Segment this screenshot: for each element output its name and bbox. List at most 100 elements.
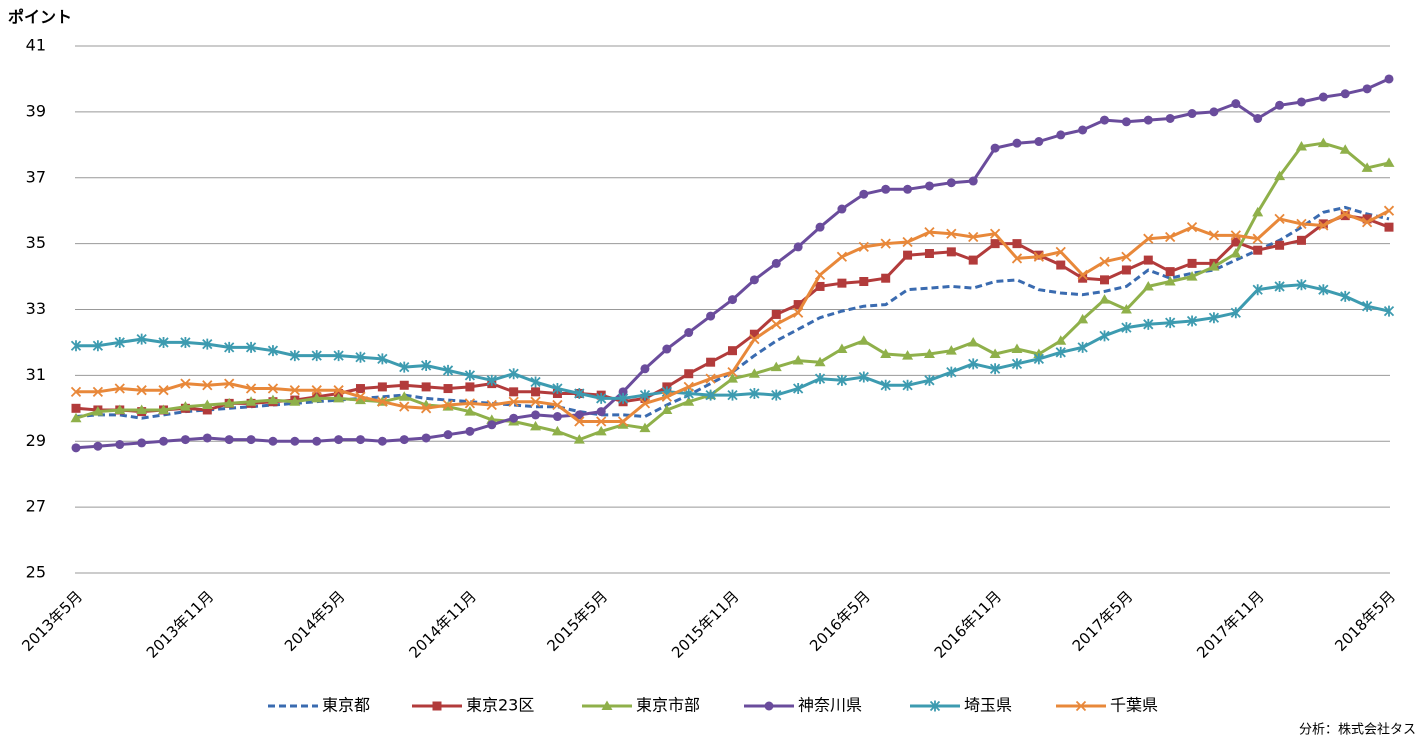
data-point (596, 416, 607, 427)
data-point (443, 430, 453, 440)
data-point (814, 356, 826, 367)
data-point (377, 382, 387, 392)
data-point (245, 396, 257, 406)
data-point (1165, 113, 1175, 123)
legend-label: 千葉県 (1110, 696, 1158, 715)
data-point (1143, 115, 1153, 125)
data-point (727, 389, 738, 401)
data-point (1077, 313, 1089, 324)
data-point (1274, 213, 1285, 225)
data-point (530, 376, 541, 388)
data-point (748, 368, 760, 378)
data-point (158, 404, 170, 414)
data-point (377, 396, 388, 407)
data-point (333, 385, 344, 396)
data-point (71, 443, 81, 453)
source-note: 分析：株式会社タス (1299, 722, 1416, 738)
data-point (399, 380, 409, 390)
data-point (551, 425, 563, 436)
data-point (1340, 89, 1350, 99)
x-tick-label: 2016年11月 (931, 587, 1005, 661)
x-tick-label: 2014年11月 (405, 587, 479, 661)
data-point (1056, 130, 1066, 140)
data-point (486, 399, 497, 411)
data-point (881, 273, 891, 283)
data-point (1275, 240, 1285, 250)
data-point (552, 399, 563, 411)
data-point (1055, 346, 1066, 358)
data-point (1034, 137, 1044, 147)
data-point (880, 238, 891, 249)
data-point (1033, 251, 1045, 262)
data-point (1340, 290, 1351, 302)
data-point (245, 341, 257, 353)
data-point (595, 425, 607, 436)
data-point (837, 204, 847, 214)
data-point (70, 412, 82, 423)
data-point (421, 382, 431, 392)
data-point (202, 338, 213, 350)
data-point (202, 380, 213, 391)
data-point (158, 336, 169, 348)
data-point (923, 348, 935, 358)
data-point (1078, 125, 1088, 135)
data-point (1318, 92, 1328, 102)
data-point (354, 394, 366, 405)
y-tick-label: 35 (26, 233, 46, 252)
data-point (334, 435, 344, 445)
data-point (531, 387, 541, 397)
data-point (1012, 138, 1022, 148)
data-point (377, 353, 388, 365)
data-point (245, 383, 257, 394)
data-point (1296, 279, 1307, 291)
data-point (333, 350, 344, 362)
legend-label: 東京都 (322, 696, 370, 715)
data-point (1208, 230, 1220, 241)
data-point (924, 374, 935, 386)
data-point (509, 387, 519, 397)
data-point (1143, 255, 1153, 265)
data-point (290, 436, 300, 446)
legend-label: 東京市部 (636, 696, 700, 715)
data-point (201, 399, 213, 410)
x-tick-label: 2016年5月 (806, 587, 874, 655)
legend-label: 埼玉県 (964, 696, 1012, 715)
data-point (1055, 335, 1067, 345)
data-point (1077, 341, 1088, 353)
data-point (311, 385, 322, 396)
data-point (880, 348, 892, 358)
data-point (180, 435, 190, 445)
data-point (1296, 235, 1306, 245)
data-point (618, 387, 628, 397)
data-point (1361, 162, 1373, 172)
data-point (1143, 233, 1154, 244)
data-point (1383, 305, 1395, 317)
data-point (267, 345, 279, 357)
data-point (1253, 245, 1263, 255)
data-point (1012, 239, 1022, 249)
data-point (749, 329, 759, 339)
data-point (486, 374, 497, 386)
y-tick-label: 41 (26, 36, 46, 55)
data-point (1340, 208, 1351, 220)
data-point (1230, 230, 1241, 241)
data-point (771, 258, 781, 268)
data-point (268, 436, 278, 446)
data-point (968, 176, 978, 186)
data-point (771, 389, 782, 401)
data-point (662, 344, 672, 354)
data-point (71, 403, 81, 413)
data-point (1165, 231, 1176, 243)
data-point (355, 391, 366, 402)
data-point (1011, 253, 1023, 264)
data-point (989, 348, 1001, 358)
data-point (1362, 214, 1372, 224)
data-point (1121, 265, 1131, 275)
data-point (202, 405, 212, 415)
data-point (1361, 300, 1373, 312)
data-point (1383, 205, 1395, 216)
data-point (945, 345, 957, 355)
data-point (114, 336, 125, 348)
y-tick-label: 29 (26, 431, 46, 450)
